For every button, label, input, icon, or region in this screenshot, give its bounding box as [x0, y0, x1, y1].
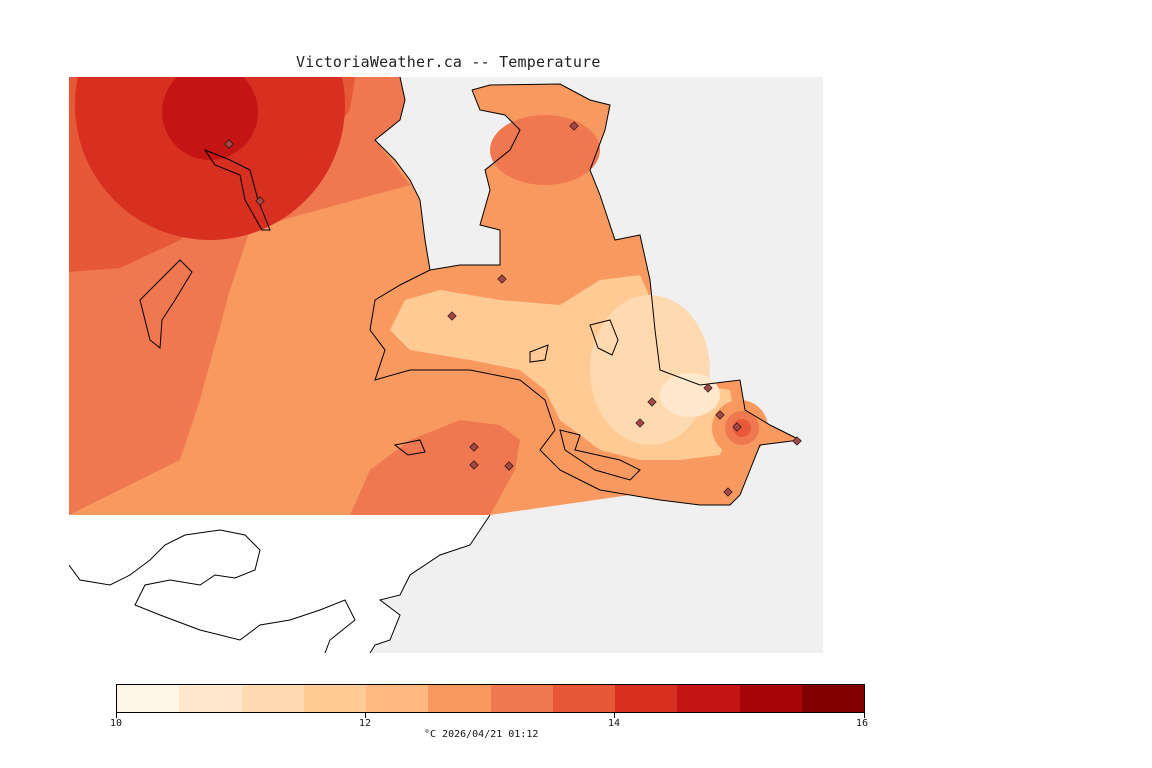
station-marker	[723, 487, 733, 497]
peninsula-coastline	[471, 83, 802, 506]
legend-swatch	[428, 685, 491, 712]
map-title: VictoriaWeather.ca -- Temperature	[296, 53, 601, 71]
station-marker	[447, 311, 457, 321]
island-outline	[139, 259, 193, 349]
station-marker	[635, 418, 645, 428]
station-markers	[224, 121, 802, 497]
legend-tick-label: 10	[109, 718, 123, 729]
harbour-outline	[559, 429, 641, 481]
legend-swatch	[615, 685, 678, 712]
inlet-coastline	[429, 89, 521, 271]
legend-tick	[365, 713, 366, 718]
legend-swatch	[552, 685, 615, 712]
legend-tick-label: 14	[607, 718, 621, 729]
peninsula-warm-spot	[490, 115, 600, 185]
legend-swatch	[179, 685, 242, 712]
legend-colorbar	[116, 684, 865, 713]
legend-swatch	[801, 685, 864, 712]
legend-swatch	[366, 685, 429, 712]
legend-tick	[614, 713, 615, 718]
small-lake-2	[529, 344, 549, 363]
station-marker	[255, 196, 265, 206]
south-coastline	[369, 514, 491, 653]
legend-tick	[864, 713, 865, 718]
station-marker	[497, 274, 507, 284]
station-marker	[792, 436, 802, 446]
legend-swatch	[677, 685, 740, 712]
sooke-warm-region	[350, 420, 520, 515]
legend-swatch	[303, 685, 366, 712]
central-cooler-spot	[590, 295, 710, 445]
small-lake-1	[589, 319, 619, 356]
legend-swatch	[117, 685, 180, 712]
legend-caption: °C 2026/04/21 01:12	[424, 729, 539, 740]
legend-swatch	[241, 685, 304, 712]
legend-tick	[116, 713, 117, 718]
station-marker	[504, 461, 514, 471]
station-marker	[469, 442, 479, 452]
legend-tick-label: 16	[855, 718, 869, 729]
station-marker	[703, 383, 713, 393]
lake-outline	[203, 148, 271, 231]
sooke-lake	[393, 439, 426, 456]
station-marker	[569, 121, 579, 131]
central-coolest-spot	[660, 373, 720, 417]
legend-swatch	[490, 685, 553, 712]
olympic-coastline	[69, 529, 356, 653]
station-marker	[732, 422, 742, 432]
legend-swatch	[739, 685, 802, 712]
temperature-field	[69, 77, 800, 515]
station-marker	[224, 139, 234, 149]
legend-tick-label: 12	[358, 718, 372, 729]
station-marker	[469, 460, 479, 470]
station-marker	[647, 397, 657, 407]
temperature-map	[69, 77, 823, 653]
coastlines	[69, 77, 802, 653]
outside-domain	[69, 515, 490, 653]
west-coastline	[369, 77, 631, 496]
station-marker	[715, 410, 725, 420]
northwest-hot-core	[162, 77, 258, 160]
